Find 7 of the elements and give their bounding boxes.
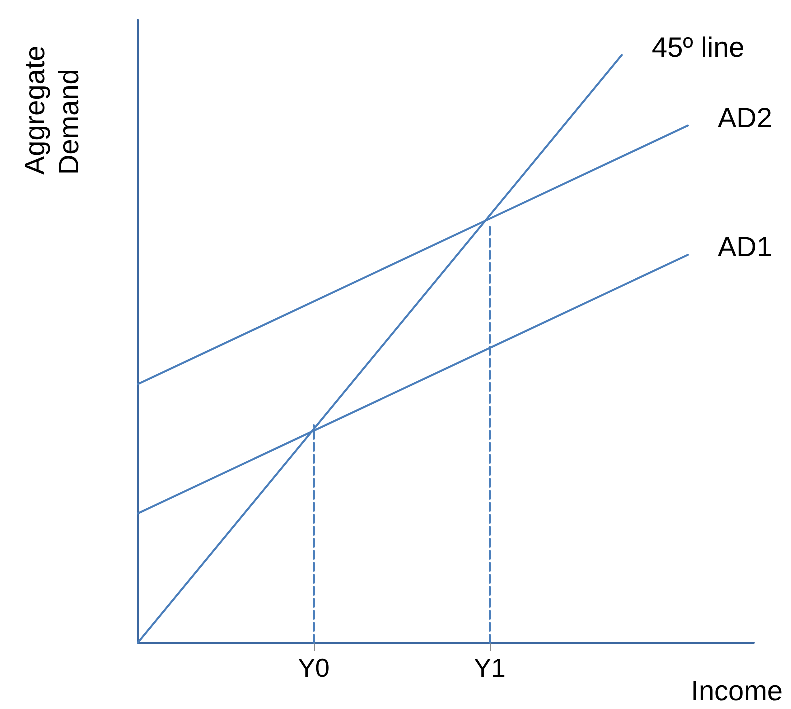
x-tick-label: Y1: [474, 653, 506, 683]
series-label: AD1: [718, 232, 772, 263]
x-tick-label: Y0: [298, 653, 330, 683]
x-axis-title: Income: [691, 676, 784, 706]
series-label: AD2: [718, 102, 772, 134]
y-axis-title: Aggregate Demand: [20, 46, 84, 175]
series-label: 45º line: [652, 32, 745, 63]
